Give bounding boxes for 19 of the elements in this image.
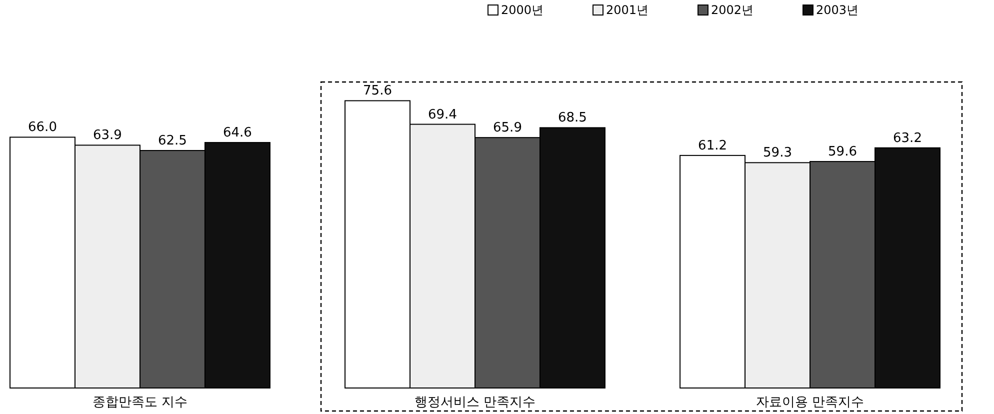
data-label: 62.5 xyxy=(158,134,187,148)
data-label: 75.6 xyxy=(363,84,392,99)
data-label: 63.2 xyxy=(893,130,922,146)
legend-label: 2002년 xyxy=(711,3,754,17)
data-label: 65.9 xyxy=(493,120,522,136)
data-label: 68.5 xyxy=(558,110,587,126)
data-label: 64.6 xyxy=(223,126,252,141)
data-label: 69.4 xyxy=(428,107,457,122)
x-tick-label: 행정서비스 만족지수 xyxy=(414,395,536,410)
data-label: 61.2 xyxy=(698,138,727,154)
legend-label: 2003년 xyxy=(816,3,859,17)
x-tick-label: 종합만족도 지수 xyxy=(92,395,188,410)
legend-label: 2000년 xyxy=(501,3,544,17)
data-label: 66.0 xyxy=(28,120,57,136)
x-tick-label: 자료이용 만족지수 xyxy=(756,395,864,410)
legend-label: 2001년 xyxy=(606,3,649,17)
data-label: 59.3 xyxy=(763,146,792,161)
data-label: 63.9 xyxy=(93,128,122,144)
data-label: 59.6 xyxy=(828,144,857,160)
